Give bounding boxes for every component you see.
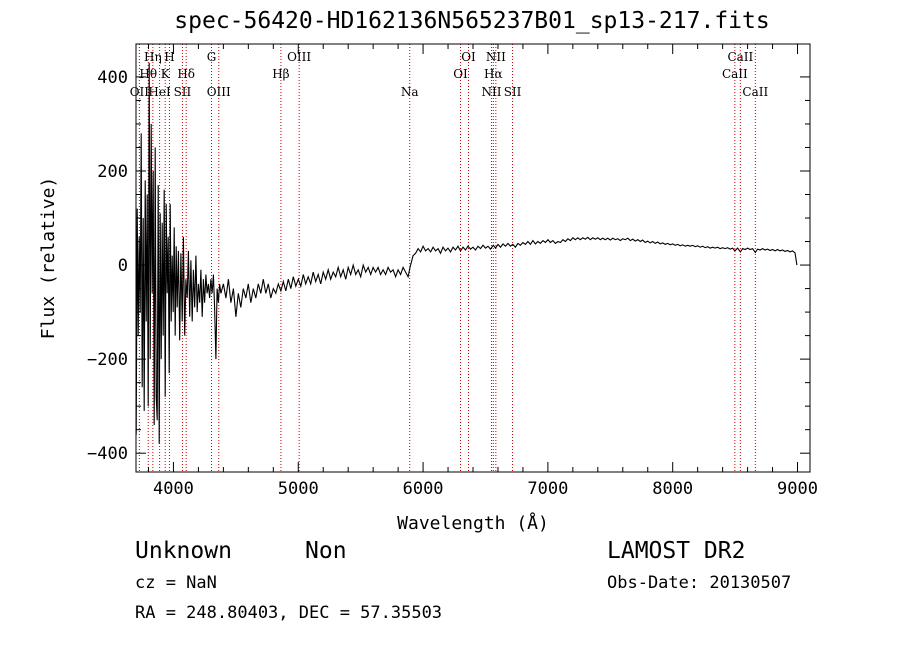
y-tick-label: 200 (97, 162, 128, 182)
y-tick-label: 400 (97, 68, 128, 88)
spectral-line-label: OII (130, 85, 150, 99)
spectral-line-label: Hβ (272, 67, 289, 81)
x-tick-label: 8000 (652, 479, 693, 499)
spectral-line-label: OIII (287, 50, 311, 64)
obs-date: Obs-Date: 20130507 (607, 573, 792, 593)
y-tick-label: 0 (118, 256, 128, 276)
spectral-line-label: SII (504, 85, 522, 99)
spectral-line-label: K (161, 67, 171, 81)
spectral-line-label: Na (401, 85, 419, 99)
spectral-line-label: CaII (742, 85, 768, 99)
spectral-line-label: NII (486, 50, 506, 64)
x-tick-label: 6000 (403, 479, 444, 499)
chart-title: spec-56420-HD162136N565237B01_sp13-217.f… (174, 8, 770, 34)
spectral-line-label: CaII (722, 67, 748, 81)
object-class: Unknown (135, 538, 232, 564)
spectral-line-label: OI (461, 50, 476, 64)
spectral-line-label: Hθ (139, 67, 157, 81)
x-tick-label: 9000 (777, 479, 818, 499)
spectral-line-label: H (164, 50, 174, 64)
spectral-line-label: CaII (727, 50, 753, 64)
spectral-line-label: G (207, 50, 217, 64)
x-tick-label: 4000 (153, 479, 194, 499)
spectral-line-label: Hδ (177, 67, 195, 81)
spectral-line-label: Hα (484, 67, 503, 81)
redshift-cz: cz = NaN (135, 573, 217, 593)
x-tick-label: 7000 (527, 479, 568, 499)
spectral-line-label: SII (174, 85, 192, 99)
y-tick-label: −200 (87, 350, 128, 370)
spectrum-series-line (135, 62, 798, 444)
y-tick-label: −400 (87, 444, 128, 464)
spectral-line-markers (138, 44, 756, 472)
y-axis: −400 −200 0 200 400 (87, 68, 810, 464)
x-tick-label: 5000 (278, 479, 319, 499)
plot-frame (135, 43, 811, 473)
x-axis: 4000 5000 6000 7000 8000 9000 (147, 44, 818, 499)
object-subclass: Non (305, 538, 347, 564)
spectral-line-label: Hη (144, 50, 162, 64)
spectral-line-label: NII (481, 85, 501, 99)
spectral-line-label: OIII (207, 85, 231, 99)
survey-name: LAMOST DR2 (607, 538, 746, 564)
y-axis-label: Flux (relative) (38, 177, 59, 340)
x-axis-label: Wavelength (Å) (397, 512, 549, 534)
spectral-line-label: OI (453, 67, 468, 81)
spectral-line-label: HeI (148, 85, 171, 99)
ra-dec-coordinates: RA = 248.80403, DEC = 57.35503 (135, 603, 443, 623)
